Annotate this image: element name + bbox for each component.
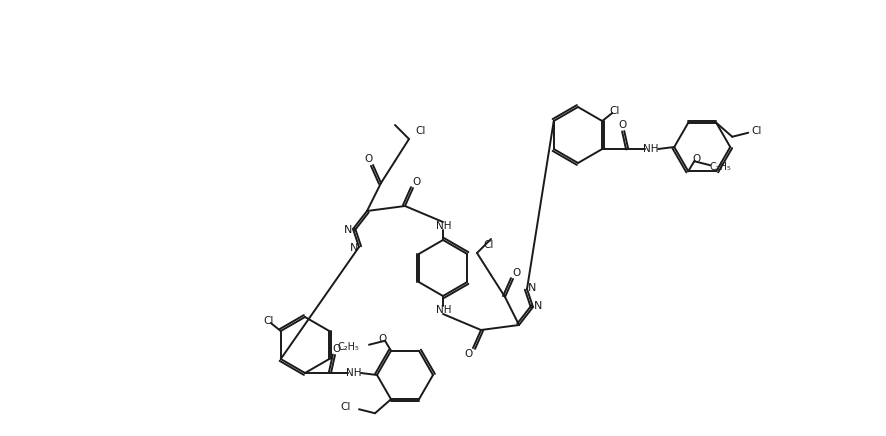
Text: NH: NH — [346, 368, 361, 378]
Text: O: O — [364, 154, 373, 164]
Text: O: O — [691, 154, 700, 164]
Text: N: N — [533, 301, 541, 311]
Text: N: N — [527, 283, 535, 293]
Text: O: O — [512, 268, 521, 278]
Text: C₂H₅: C₂H₅ — [709, 162, 730, 172]
Text: O: O — [378, 334, 386, 344]
Text: Cl: Cl — [340, 402, 351, 412]
Text: O: O — [618, 120, 626, 130]
Text: O: O — [464, 349, 472, 359]
Text: Cl: Cl — [609, 106, 618, 116]
Text: Cl: Cl — [263, 316, 274, 326]
Text: N: N — [349, 243, 358, 253]
Text: O: O — [412, 177, 421, 187]
Text: C₂H₅: C₂H₅ — [337, 342, 359, 352]
Text: Cl: Cl — [483, 240, 494, 250]
Text: Cl: Cl — [750, 126, 760, 136]
Text: Cl: Cl — [416, 126, 425, 136]
Text: N: N — [344, 225, 352, 235]
Text: O: O — [332, 344, 341, 354]
Text: NH: NH — [642, 144, 658, 154]
Text: NH: NH — [436, 221, 451, 231]
Text: NH: NH — [436, 305, 451, 315]
